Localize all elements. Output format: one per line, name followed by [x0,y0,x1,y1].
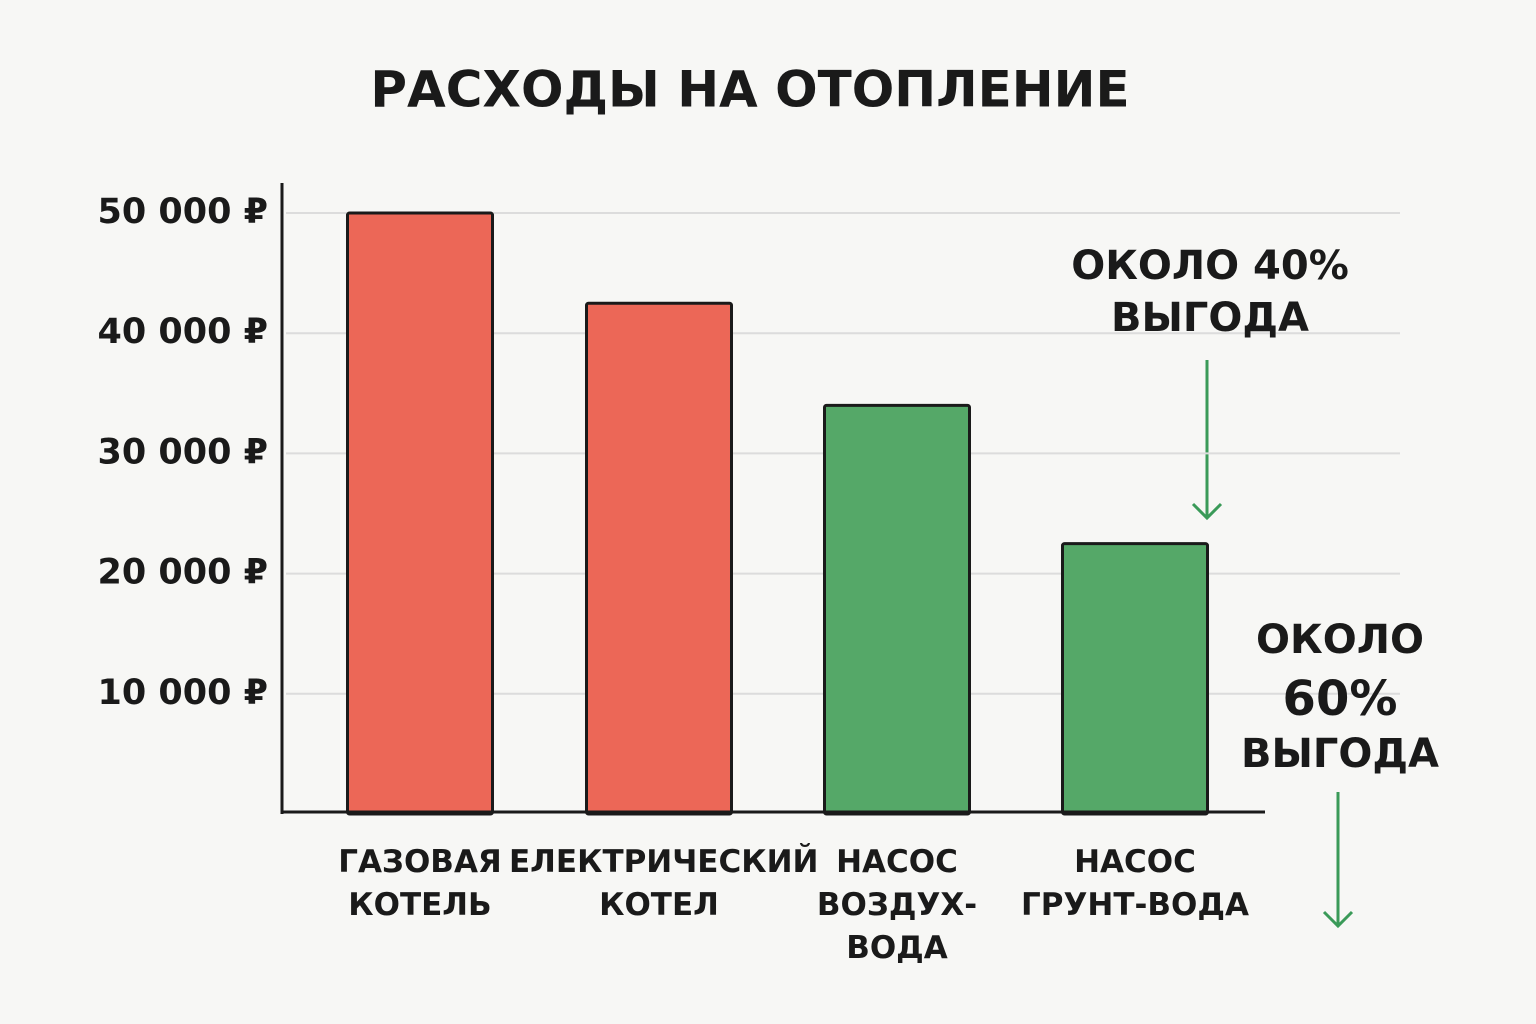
arrow [1322,792,1354,929]
x-tick-label: ЕЛЕКТРИЧЕСКИЙ КОТЕЛ [509,844,819,923]
annotation: ВЫГОДА [1241,731,1439,777]
bar [585,301,733,816]
y-tick-label: 10 000 ₽ [98,673,269,713]
arrows [1191,360,1354,929]
annotation: 60% [1283,671,1398,727]
x-tick-label: НАСОС ГРУНТ-ВОДА [1021,844,1249,923]
y-tick-label: 20 000 ₽ [98,553,269,593]
annotation: ОКОЛО 40% [1071,243,1349,289]
y-tick-label: 50 000 ₽ [98,192,269,232]
x-tick-label: ГАЗОВАЯ КОТЕЛЬ [338,844,502,923]
y-tick-label: 40 000 ₽ [98,312,269,352]
bar [346,211,494,816]
chart-title: РАСХОДЫ НА ОТОПЛЕНИЕ [370,61,1129,119]
bar [823,403,971,816]
bar [1061,542,1209,816]
arrow [1191,360,1223,521]
annotation: ОКОЛО [1256,617,1424,663]
x-tick-label: НАСОС ВОЗДУХ- ВОДА [816,844,978,966]
y-tick-label: 30 000 ₽ [98,432,269,472]
annotation: ВЫГОДА [1111,295,1309,341]
